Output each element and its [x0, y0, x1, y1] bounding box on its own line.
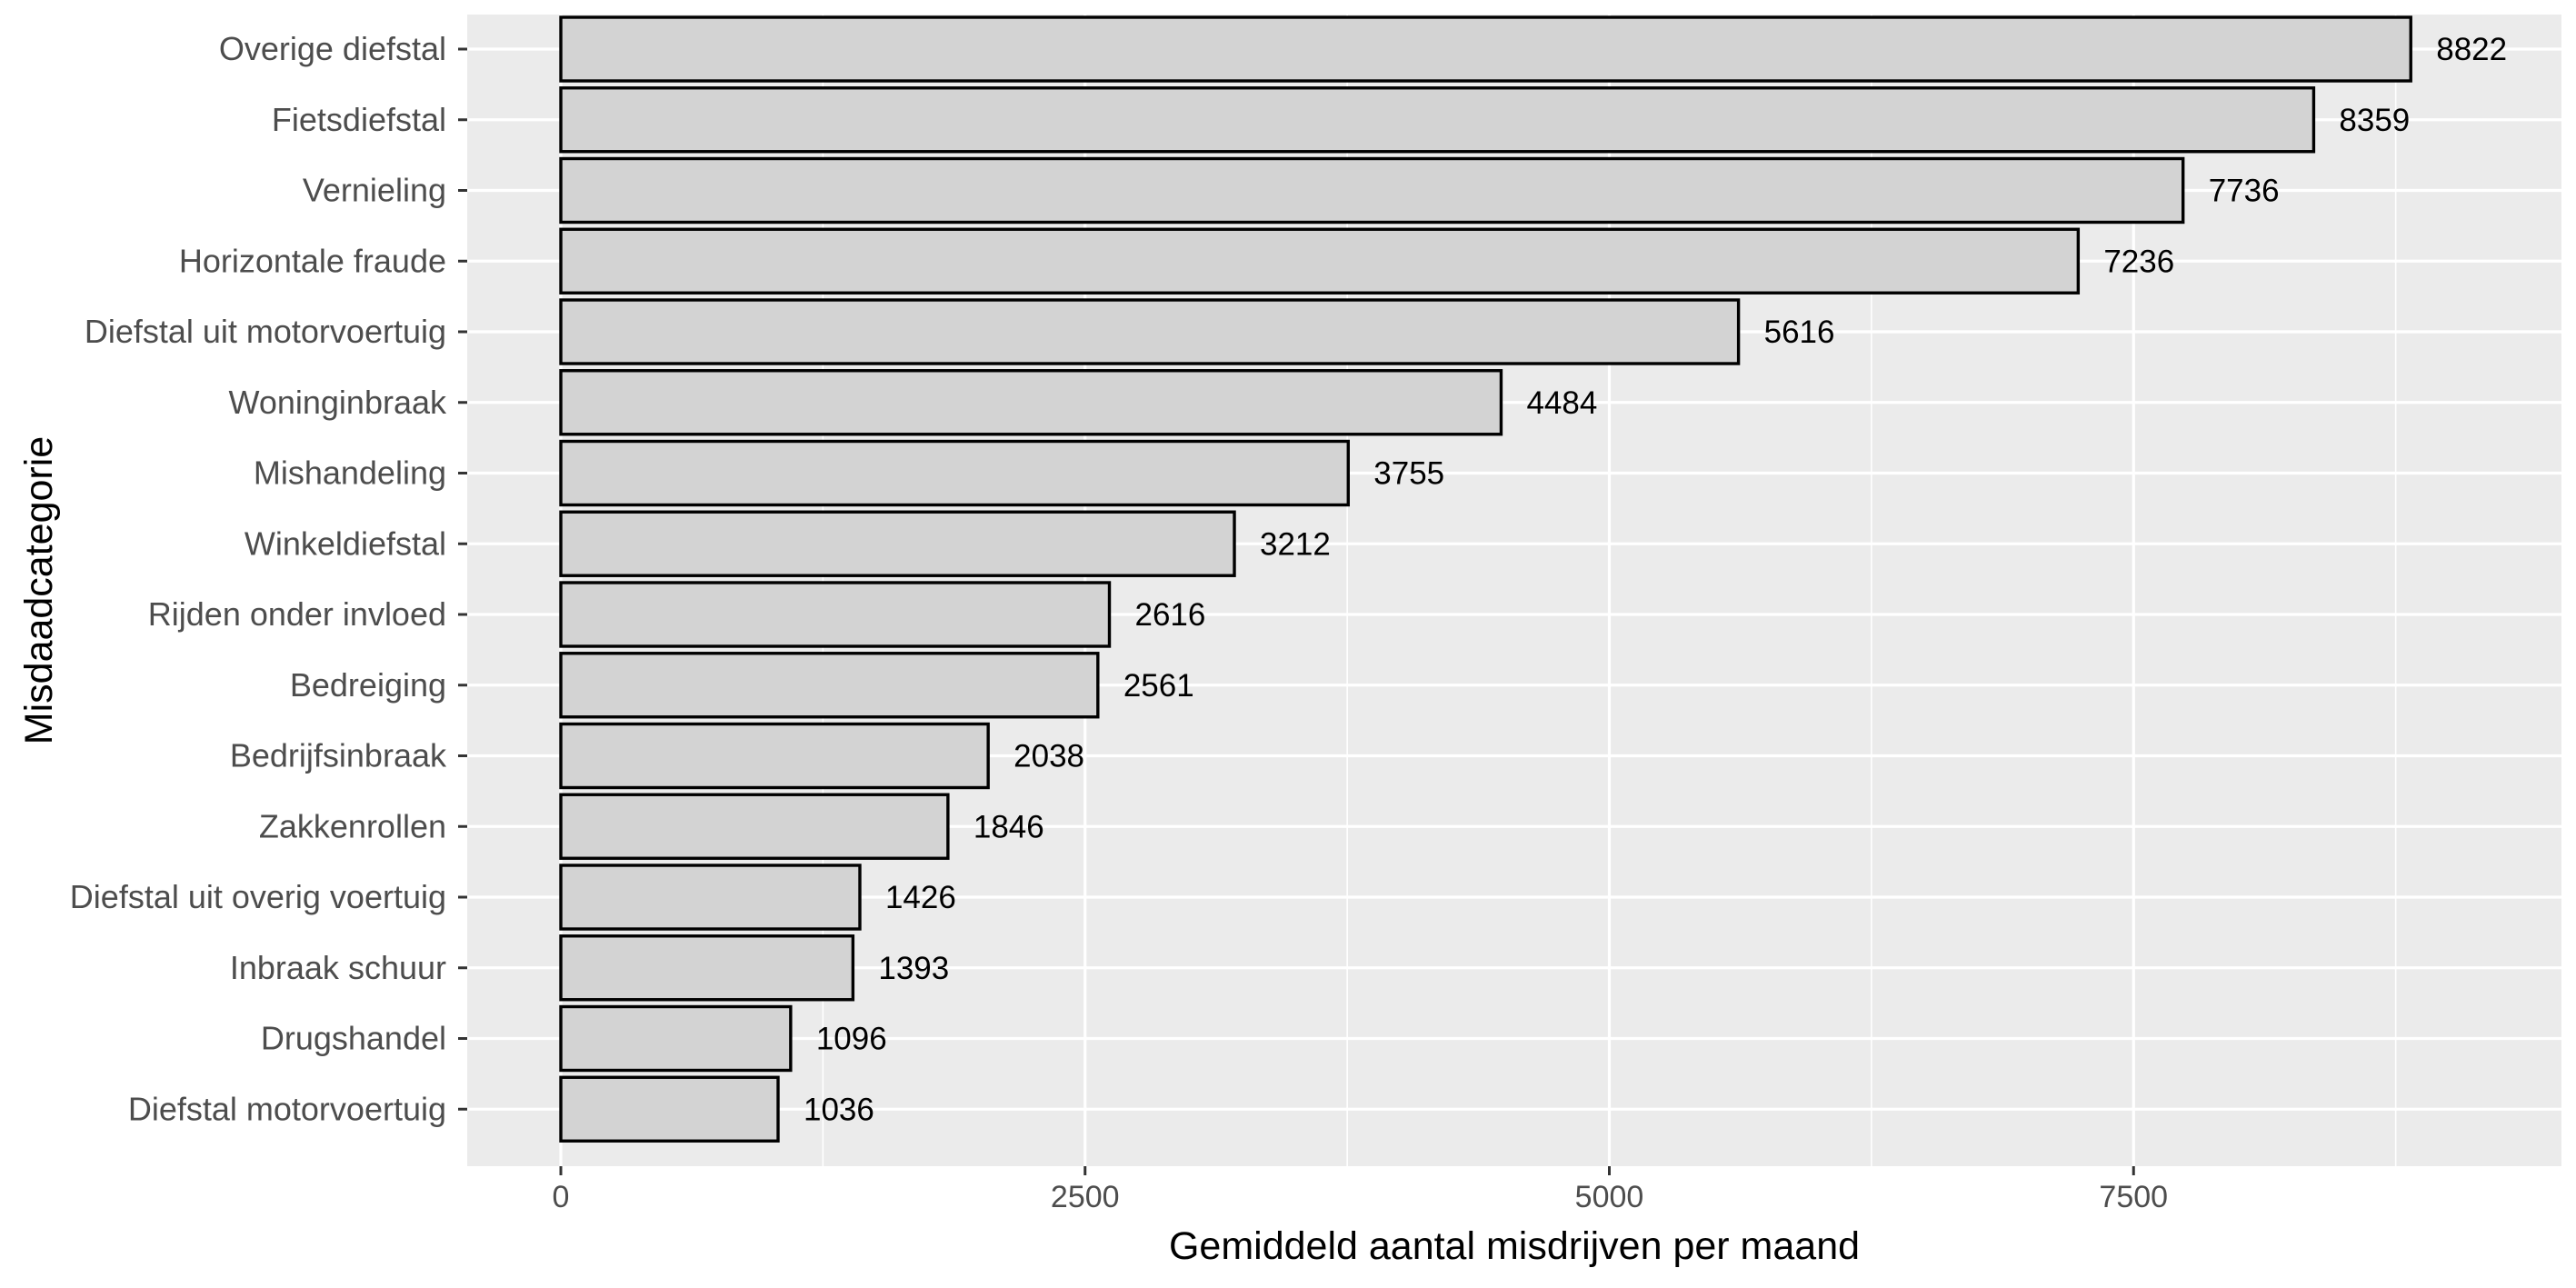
- bar-value-label: 1426: [885, 880, 956, 915]
- category-label: Woninginbraak: [229, 384, 447, 421]
- bar: [559, 15, 2412, 83]
- bar-value-label: 1846: [973, 809, 1044, 844]
- x-axis-title: Gemiddeld aantal misdrijven per maand: [1169, 1224, 1860, 1268]
- bar: [559, 156, 2185, 225]
- bar-value-label: 5616: [1764, 315, 1835, 350]
- bar: [559, 652, 1100, 719]
- bar: [559, 510, 1236, 577]
- bar: [559, 793, 950, 860]
- category-label: Winkeldiefstal: [245, 524, 446, 562]
- value-labels-group: 8822 8359 7736 7236 5616 4484 3755 3212 2616 2561…: [804, 32, 2507, 1127]
- category-label: Bedreiging: [290, 666, 446, 704]
- bar: [559, 1075, 780, 1143]
- bar: [559, 1004, 793, 1073]
- bar: [559, 86, 2316, 154]
- category-label: Fietsdiefstal: [272, 101, 446, 138]
- x-tick-label: 2500: [1051, 1180, 1120, 1214]
- bar: [559, 369, 1503, 436]
- x-tick-label: 5000: [1575, 1180, 1644, 1214]
- bar: [559, 864, 862, 931]
- x-tick-label: 7500: [2099, 1180, 2168, 1214]
- bar-value-label: 8359: [2339, 103, 2410, 138]
- bar-value-label: 2561: [1123, 668, 1194, 704]
- bar: [559, 298, 1741, 365]
- bar-value-label: 3755: [1373, 456, 1444, 492]
- category-label: Drugshandel: [261, 1020, 446, 1057]
- category-label: Diefstal uit motorvoertuig: [85, 313, 446, 350]
- category-label: Diefstal uit overig voertuig: [70, 878, 446, 915]
- bar-value-label: 7236: [2103, 244, 2174, 279]
- category-label: Vernieling: [303, 172, 446, 209]
- y-axis: Overige diefstal Fietsdiefstal Vernieling H…: [70, 30, 467, 1127]
- category-label: Inbraak schuur: [230, 949, 446, 986]
- bar: [559, 439, 1350, 507]
- bar-value-label: 3212: [1260, 526, 1331, 562]
- bar: [559, 581, 1112, 648]
- bar-value-label: 1393: [878, 951, 949, 986]
- bar-value-label: 7736: [2209, 174, 2280, 209]
- bar-value-label: 1036: [804, 1092, 874, 1127]
- bar-value-label: 8822: [2436, 32, 2507, 67]
- bar: [559, 227, 2081, 295]
- y-axis-title: Misdaadcategorie: [17, 436, 61, 744]
- category-label: Horizontale fraude: [179, 242, 446, 279]
- bar-value-label: 2038: [1013, 739, 1084, 774]
- category-label: Bedrijfsinbraak: [230, 737, 447, 774]
- category-label: Overige diefstal: [219, 30, 446, 67]
- x-axis: 0 2500 5000 7500: [553, 1166, 2168, 1214]
- category-label: Zakkenrollen: [259, 807, 446, 844]
- x-tick-label: 0: [553, 1180, 570, 1214]
- category-label: Mishandeling: [254, 454, 446, 492]
- bar-value-label: 1096: [816, 1022, 887, 1057]
- bar: [559, 722, 990, 790]
- bar: [559, 934, 855, 1002]
- bars-group: [559, 15, 2412, 1143]
- category-label: Rijden onder invloed: [148, 595, 446, 633]
- category-label: Diefstal motorvoertuig: [128, 1090, 446, 1127]
- bar-value-label: 2616: [1135, 597, 1206, 633]
- bar-value-label: 4484: [1526, 385, 1597, 421]
